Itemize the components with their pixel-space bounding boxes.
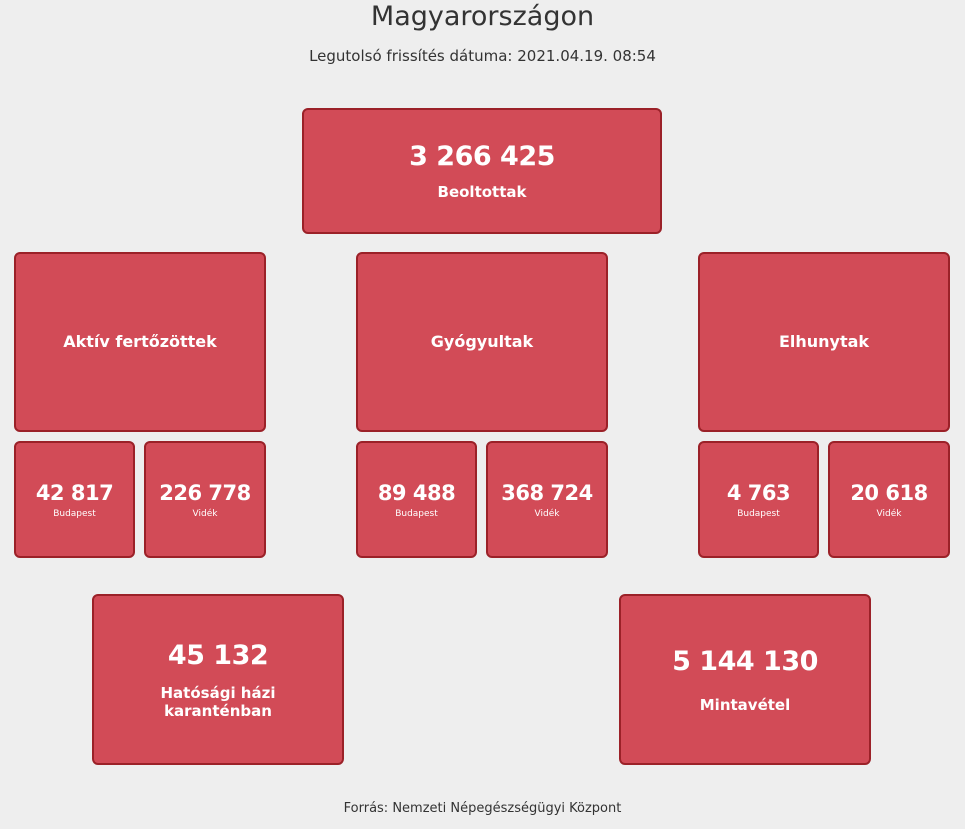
last-updated-text: Legutolsó frissítés dátuma: 2021.04.19. … — [309, 47, 656, 65]
recovered-budapest-card: 89 488 Budapest — [356, 441, 477, 558]
recovered-videk-card: 368 724 Vidék — [486, 441, 608, 558]
recovered-videk-value: 368 724 — [501, 480, 593, 505]
deceased-videk-value: 20 618 — [850, 480, 928, 505]
deceased-budapest-card: 4 763 Budapest — [698, 441, 819, 558]
vaccinated-label: Beoltottak — [437, 183, 527, 201]
quarantine-label-line2: karanténban — [164, 701, 272, 720]
active-infected-card: Aktív fertőzöttek — [14, 252, 266, 432]
vaccinated-value: 3 266 425 — [409, 141, 555, 172]
quarantine-card: 45 132 Hatósági házi karanténban — [92, 594, 344, 765]
deceased-card: Elhunytak — [698, 252, 950, 432]
active-infected-budapest-label: Budapest — [53, 508, 96, 519]
samples-card: 5 144 130 Mintavétel — [619, 594, 871, 765]
deceased-budapest-value: 4 763 — [726, 480, 791, 505]
samples-value: 5 144 130 — [672, 645, 818, 677]
deceased-budapest-label: Budapest — [737, 508, 780, 519]
active-infected-videk-value: 226 778 — [159, 480, 251, 505]
active-infected-videk-label: Vidék — [192, 508, 218, 519]
source-footer: Forrás: Nemzeti Népegészségügyi Központ — [343, 801, 622, 816]
deceased-videk-card: 20 618 Vidék — [828, 441, 950, 558]
quarantine-label-line1: Hatósági házi — [160, 683, 276, 702]
vaccinated-card: 3 266 425 Beoltottak — [302, 108, 662, 234]
active-infected-label: Aktív fertőzöttek — [63, 332, 217, 351]
deceased-label: Elhunytak — [778, 332, 870, 351]
page-title: Magyarországon — [370, 1, 595, 32]
deceased-videk-label: Vidék — [876, 508, 902, 519]
active-infected-videk-card: 226 778 Vidék — [144, 441, 266, 558]
recovered-budapest-label: Budapest — [395, 508, 438, 519]
samples-label: Mintavétel — [699, 695, 791, 714]
recovered-budapest-value: 89 488 — [377, 480, 456, 505]
recovered-label: Gyógyultak — [430, 332, 534, 351]
active-infected-budapest-card: 42 817 Budapest — [14, 441, 135, 558]
active-infected-budapest-value: 42 817 — [35, 480, 114, 505]
recovered-card: Gyógyultak — [356, 252, 608, 432]
recovered-videk-label: Vidék — [534, 508, 560, 519]
quarantine-value: 45 132 — [167, 639, 269, 671]
